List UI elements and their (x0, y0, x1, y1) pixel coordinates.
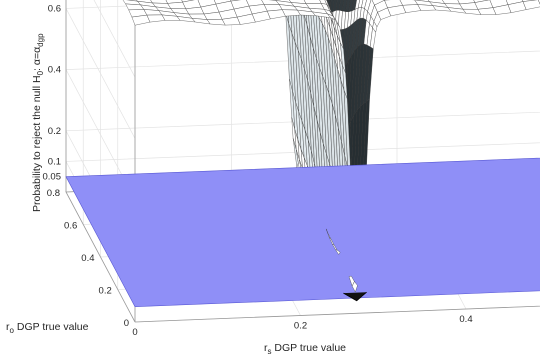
surface-quad-1038 (303, 0, 321, 4)
x-tick-label-1: 0.2 (294, 321, 307, 332)
surface-quad-1198 (147, 15, 165, 22)
x-axis-label: rs DGP true value (264, 342, 346, 356)
y-tick-label-4: 0.8 (47, 188, 60, 199)
alpha-plane-layer (66, 151, 540, 307)
z-tick-label-0: 0.05 (43, 172, 62, 183)
y-tick-label-2: 0.4 (81, 253, 94, 264)
y-axis-label: ro DGP true value (6, 321, 89, 335)
surface-quad-1197 (132, 15, 150, 25)
y-tick-label-0: 0 (124, 318, 129, 329)
y-tick-label-1: 0.2 (99, 286, 112, 297)
x-tick-label-0: 0 (132, 327, 137, 338)
z-tick-label-1: 0.1 (48, 156, 61, 167)
z-tick-label-4: 0.6 (48, 3, 61, 14)
x-tick-label-2: 0.4 (459, 314, 472, 325)
y-tick-label-3: 0.6 (64, 221, 77, 232)
surface-quad-1236 (523, 0, 540, 10)
z-axis-label: Probability to reject the null H0: α=αdg… (31, 33, 45, 212)
z-tick-label-2: 0.2 (48, 126, 61, 137)
surface-quad-1206 (267, 10, 285, 19)
z-tick-label-3: 0.4 (48, 65, 61, 76)
alpha-plane (66, 151, 540, 307)
